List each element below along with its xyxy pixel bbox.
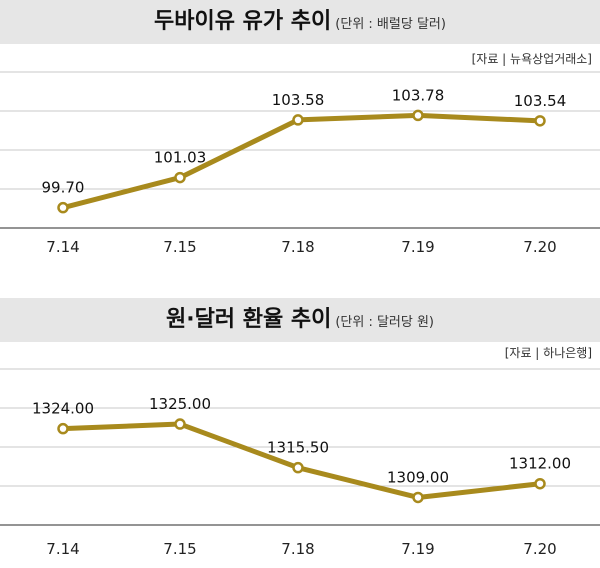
chart1-data-label: 101.03 — [154, 149, 207, 167]
chart2-data-label: 1309.00 — [387, 468, 449, 486]
chart2-point — [174, 418, 186, 430]
chart2-point — [534, 477, 546, 490]
chart1-point — [534, 115, 546, 127]
chart2-x-tick-label: 7.19 — [401, 540, 434, 558]
chart1-source: [자료 | 뉴욕상업거래소] — [471, 52, 592, 66]
chart1-unit: (단위 : 배럴당 달러) — [335, 17, 446, 32]
chart2-x-tick-label: 7.18 — [281, 540, 314, 558]
chart1-x-tick-label: 7.15 — [163, 238, 196, 256]
chart2-x-tick-label: 7.14 — [46, 540, 79, 558]
chart1-series-line — [60, 112, 543, 211]
chart1-data-label: 99.70 — [42, 179, 85, 197]
chart1-x-tick-label: 7.14 — [46, 238, 79, 256]
chart1-x-tick-label: 7.20 — [523, 238, 556, 256]
chart1-point — [292, 114, 304, 126]
chart2-point — [412, 491, 424, 504]
chart1-title-banner: 두바이유 유가 추이 (단위 : 배럴당 달러) — [0, 0, 600, 44]
chart2-title-banner: 원·달러 환율 추이 (단위 : 달러당 원) — [0, 298, 600, 342]
chart2-x-tick-label: 7.15 — [163, 540, 196, 558]
chart1-x-tick-label: 7.18 — [281, 238, 314, 256]
chart1-title: 두바이유 유가 추이 — [154, 9, 332, 34]
chart2-title: 원·달러 환율 추이 — [165, 307, 332, 332]
chart1-data-label: 103.78 — [392, 86, 445, 104]
chart2-point — [57, 422, 69, 435]
chart2-source: [자료 | 하나은행] — [504, 346, 592, 360]
chart2-unit: (단위 : 달러당 원) — [335, 315, 435, 330]
chart1-data-label: 103.58 — [272, 91, 325, 109]
chart2-point — [292, 461, 304, 474]
chart2-data-label: 1315.50 — [267, 439, 329, 457]
chart1-x-tick-label: 7.19 — [401, 238, 434, 256]
chart2-data-label: 1324.00 — [32, 400, 94, 418]
chart1-point — [57, 201, 69, 214]
chart1-point — [412, 109, 424, 122]
chart2-x-tick-label: 7.20 — [523, 540, 556, 558]
chart2-data-label: 1312.00 — [509, 455, 571, 473]
chart1-data-label: 103.54 — [514, 92, 567, 110]
chart1-point — [174, 171, 186, 184]
chart2-data-label: 1325.00 — [149, 395, 211, 413]
